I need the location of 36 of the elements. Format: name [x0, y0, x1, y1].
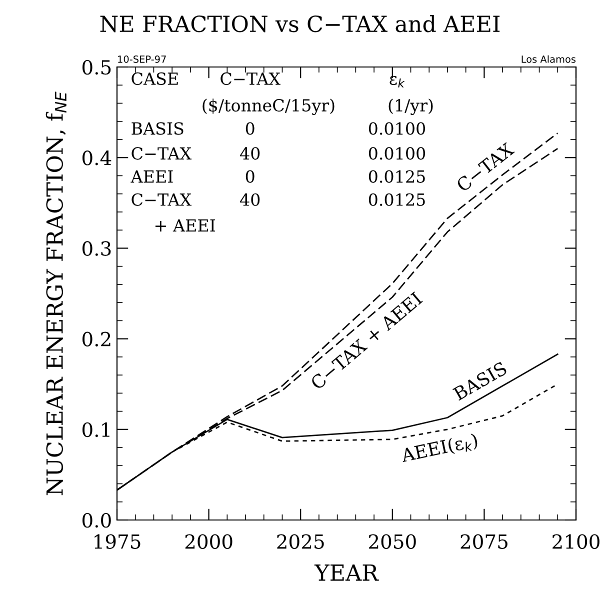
- annotation: 0: [246, 122, 254, 135]
- annotation: C−TAX: [132, 147, 192, 160]
- x-tick-label: 2075: [460, 534, 508, 549]
- annotation: 40: [240, 147, 260, 160]
- annotation: 0.0100: [368, 147, 426, 160]
- y-axis-title: NUCLEAR ENERGY FRACTION, f$_{NE}$: [46, 92, 66, 496]
- annotation: 0.0100: [368, 122, 426, 135]
- annotation: AEEI: [130, 170, 173, 183]
- y-tick-label: 0.3: [82, 241, 111, 256]
- chart-title: NE FRACTION vs C−TAX and AEEI: [100, 15, 500, 32]
- annotation: C−TAX: [132, 193, 192, 206]
- x-tick-label: 2100: [552, 534, 600, 549]
- annotation: CASE: [132, 72, 178, 85]
- annotation: ($/tonneC/15yr): [202, 98, 334, 116]
- x-tick-label: 2000: [185, 534, 232, 549]
- y-tick-label: 0.1: [82, 422, 110, 438]
- annotation: 0: [246, 170, 254, 183]
- annotation: BASIS: [132, 122, 184, 135]
- text: AEEI(ε$_{k}$): [400, 432, 479, 465]
- x-tick-label: 2025: [277, 534, 324, 549]
- text: 10-SEP-97: [118, 55, 166, 63]
- annotation: + AEEI: [155, 219, 216, 232]
- y-tick-label: 0.0: [82, 512, 111, 528]
- x-tick-label: 1975: [94, 534, 140, 549]
- y-tick-label: 0.5: [82, 60, 111, 75]
- annotation: 0.0125: [368, 170, 425, 183]
- annotation: C−TAX: [220, 72, 280, 85]
- y-tick-label: 0.2: [82, 332, 110, 346]
- annotation: (1/yr): [388, 98, 433, 116]
- annotation: ε$_{k}$: [390, 76, 405, 88]
- x-tick-label: 2050: [368, 534, 416, 549]
- y-tick-label: 0.4: [82, 150, 112, 166]
- annotation: 0.0125: [368, 193, 425, 206]
- text: Los Alamos: [522, 55, 576, 63]
- annotation: 40: [240, 193, 260, 206]
- x-axis-title: YEAR: [314, 564, 379, 581]
